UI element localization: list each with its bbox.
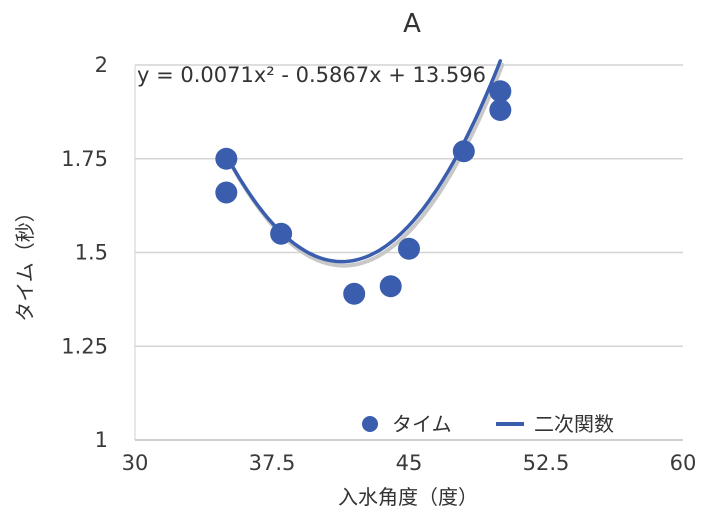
y-axis-ticks: 1 1.25 1.5 1.75 2 [61,53,108,452]
x-tick-label: 45 [396,451,423,475]
data-point [398,237,420,260]
data-point [270,222,293,245]
y-tick-label: 1.5 [75,241,108,265]
y-tick-label: 1 [95,428,108,452]
data-point [343,282,366,305]
x-tick-label: 37.5 [249,451,296,475]
grid-lines [135,64,683,347]
legend-marker-series [362,416,378,432]
x-axis-label: 入水角度（度） [338,485,478,509]
trendline [224,59,503,264]
x-axis-ticks: 30 37.5 45 52.5 60 [122,451,697,475]
trendline-shadow [226,62,505,268]
y-tick-label: 2 [95,53,108,77]
data-point [215,147,238,170]
data-point [379,275,402,298]
x-tick-label: 60 [670,451,697,475]
legend-label-series: タイム [392,412,452,436]
legend: タイム 二次関数 [362,412,614,436]
y-tick-label: 1.75 [61,147,108,171]
chart-title: A [403,9,421,39]
y-axis-label: タイム（秒） [13,202,37,322]
y-tick-label: 1.25 [61,334,108,358]
x-tick-label: 30 [122,451,149,475]
data-point [489,80,512,103]
data-point [452,140,475,163]
x-tick-label: 52.5 [523,451,570,475]
data-points [215,80,512,305]
trendline-equation: y = 0.0071x² - 0.5867x + 13.596 [137,63,486,87]
legend-label-trendline: 二次関数 [534,412,614,436]
data-point [489,99,512,121]
data-point [215,181,238,204]
